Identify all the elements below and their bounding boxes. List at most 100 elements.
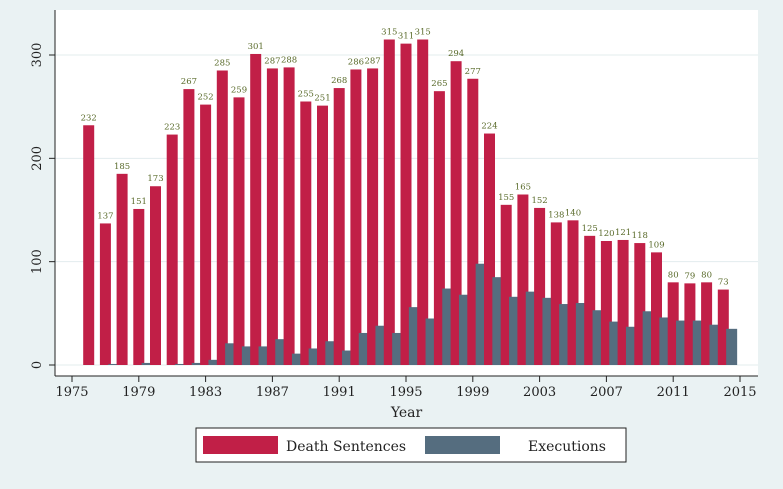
bar-death-sentences-1995: [400, 43, 412, 366]
bar-executions-1986: [258, 346, 270, 365]
x-tick-label-1987: 1987: [256, 385, 289, 400]
y-tick-label-100: 100: [30, 249, 45, 274]
bar-death-sentences-1985: [233, 97, 245, 365]
bar-executions-1987: [275, 339, 287, 365]
data-label-1976: 232: [81, 113, 97, 123]
data-label-2011: 80: [668, 270, 679, 280]
legend-swatch-executions: [425, 436, 500, 454]
bar-executions-2001: [509, 296, 521, 365]
x-tick-label-1983: 1983: [189, 385, 222, 400]
data-label-1977: 137: [97, 211, 113, 221]
bar-death-sentences-1991: [333, 88, 345, 366]
x-tick-label-2011: 2011: [657, 385, 690, 400]
bar-death-sentences-1989: [300, 101, 312, 365]
data-label-1983: 252: [197, 93, 213, 103]
bar-death-sentences-1988: [283, 67, 295, 366]
x-tick-label-1999: 1999: [456, 385, 489, 400]
data-label-1992: 286: [348, 57, 364, 67]
bar-executions-1988: [291, 353, 303, 365]
bar-executions-1977: [108, 363, 120, 365]
bar-executions-1995: [408, 307, 420, 365]
bar-executions-2008: [625, 326, 637, 365]
data-label-1978: 185: [114, 162, 130, 172]
bar-executions-2013: [709, 324, 721, 365]
bar-executions-2014: [726, 328, 738, 365]
bar-death-sentences-2012: [684, 283, 696, 365]
data-label-2012: 79: [684, 271, 695, 281]
bar-executions-1983: [208, 359, 220, 365]
bar-death-sentences-2014: [717, 289, 729, 365]
bar-death-sentences-1982: [183, 89, 195, 365]
bar-executions-1994: [392, 332, 404, 365]
bar-death-sentences-1993: [367, 68, 379, 365]
x-tick-label-2007: 2007: [590, 385, 623, 400]
legend-swatch-death-sentences: [203, 436, 278, 454]
x-tick-label-1975: 1975: [55, 385, 88, 400]
data-label-1984: 285: [214, 59, 230, 69]
bar-death-sentences-1978: [116, 173, 128, 365]
data-label-1982: 267: [181, 77, 197, 87]
bar-executions-1984: [225, 343, 237, 365]
bar-executions-1989: [308, 348, 320, 365]
bar-death-sentences-1981: [166, 134, 178, 365]
legend-label-executions: Executions: [528, 439, 606, 455]
bar-executions-1979: [141, 362, 153, 365]
bar-death-sentences-1999: [467, 78, 479, 366]
bar-death-sentences-2001: [500, 204, 512, 365]
data-label-2013: 80: [701, 270, 712, 280]
data-label-2000: 224: [481, 122, 497, 132]
bar-executions-1981: [175, 363, 187, 365]
data-label-1993: 287: [364, 56, 380, 66]
data-label-1989: 255: [298, 90, 314, 100]
bar-executions-2007: [609, 321, 621, 365]
bar-executions-2006: [592, 310, 604, 365]
data-label-2005: 140: [565, 208, 581, 218]
data-label-1996: 315: [415, 28, 431, 38]
data-label-1991: 268: [331, 76, 347, 86]
x-tick-label-1991: 1991: [323, 385, 356, 400]
bar-death-sentences-2011: [667, 282, 679, 365]
data-label-1999: 277: [465, 67, 481, 77]
data-label-1986: 301: [248, 42, 264, 52]
data-label-1988: 288: [281, 55, 297, 65]
x-tick-label-1979: 1979: [122, 385, 155, 400]
bar-death-sentences-1979: [133, 208, 145, 365]
bar-executions-1982: [191, 362, 203, 365]
bar-death-sentences-2010: [651, 252, 662, 365]
bar-executions-2010: [659, 317, 671, 365]
data-label-2014: 73: [718, 278, 729, 288]
bar-death-sentences-1994: [383, 39, 395, 365]
data-label-1981: 223: [164, 123, 180, 133]
data-label-2008: 121: [615, 228, 631, 238]
bar-death-sentences-1976: [83, 125, 95, 366]
bar-executions-1991: [342, 350, 354, 365]
bar-death-sentences-1980: [150, 186, 161, 365]
bar-death-sentences-2007: [600, 241, 612, 365]
x-axis-title: Year: [390, 405, 423, 421]
bar-executions-2004: [559, 304, 571, 365]
data-label-1990: 251: [314, 94, 330, 104]
legend: Death Sentences Executions: [195, 427, 627, 463]
bar-death-sentences-2002: [517, 194, 529, 365]
bar-death-sentences-2000: [484, 133, 495, 365]
data-label-2002: 165: [515, 183, 531, 193]
bar-executions-1985: [241, 346, 253, 365]
data-label-2004: 138: [548, 210, 564, 220]
data-label-1998: 294: [448, 49, 464, 59]
bar-executions-1998: [458, 294, 470, 365]
bar-death-sentences-1986: [250, 53, 262, 365]
data-label-1979: 151: [131, 197, 147, 207]
bar-executions-1993: [375, 325, 387, 365]
bar-executions-1996: [425, 318, 437, 365]
bar-death-sentences-1997: [433, 91, 445, 366]
bar-executions-2003: [542, 297, 554, 365]
bar-executions-2011: [676, 320, 688, 365]
data-label-2010: 109: [648, 240, 664, 250]
data-label-2003: 152: [531, 196, 547, 206]
x-tick-label-2003: 2003: [523, 385, 556, 400]
x-tick-label-2015: 2015: [723, 385, 756, 400]
data-label-1995: 311: [398, 32, 414, 42]
data-label-2009: 118: [632, 231, 648, 241]
bar-death-sentences-2003: [534, 207, 546, 365]
